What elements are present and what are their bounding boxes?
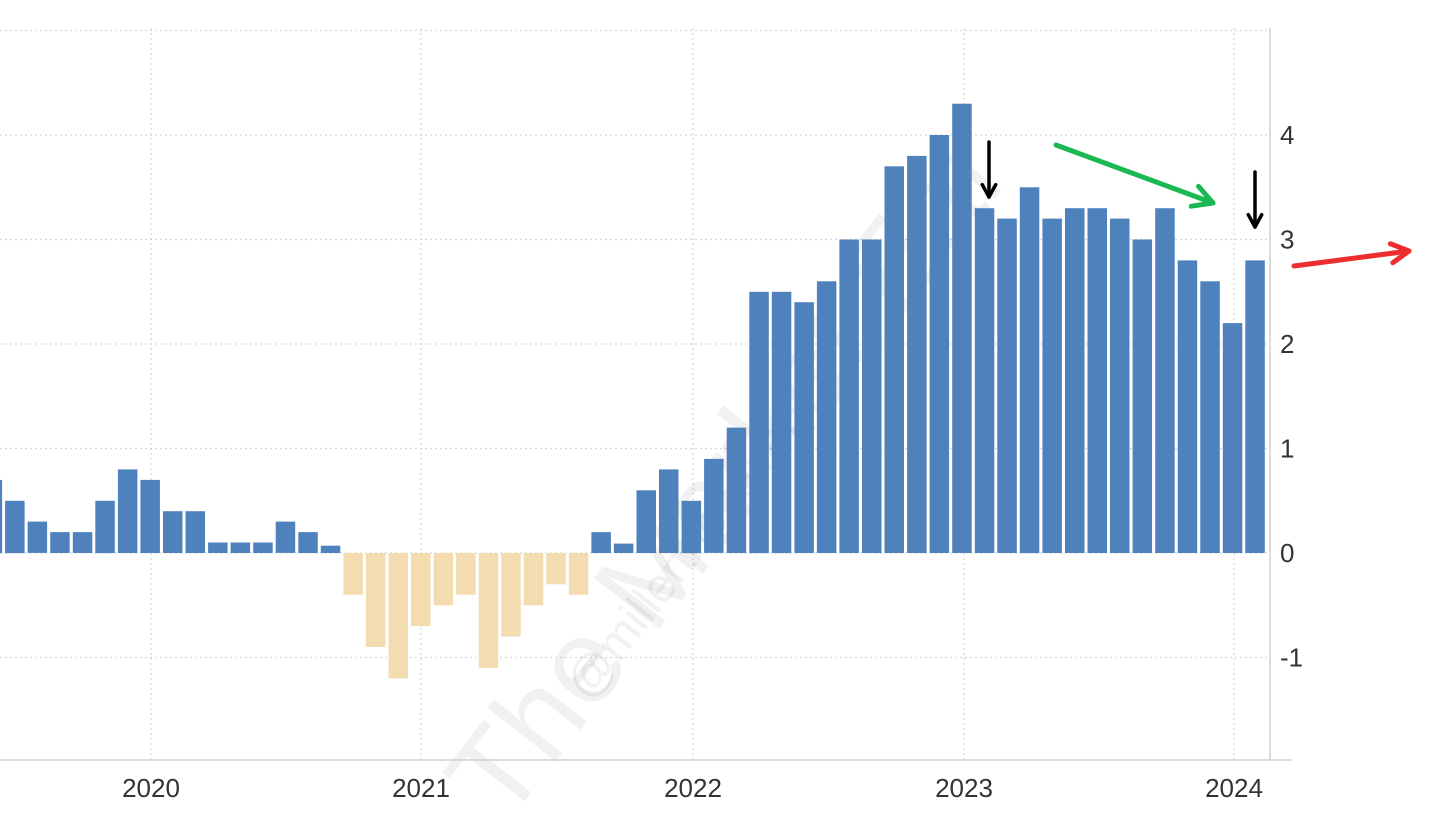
- green-trend-arrow-shaft: [1053, 142, 1216, 206]
- bar: [704, 458, 724, 553]
- y-tick-label: 2: [1280, 329, 1294, 359]
- bar: [5, 500, 25, 554]
- bar: [230, 542, 251, 553]
- bar: [1200, 281, 1220, 553]
- bar: [208, 542, 228, 553]
- bar: [546, 553, 566, 585]
- bar: [343, 553, 363, 595]
- bar: [771, 291, 792, 554]
- red-forward-arrow-head: [1387, 241, 1412, 266]
- bar: [839, 239, 859, 553]
- bar: [1019, 187, 1040, 554]
- x-tick-label: 2023: [935, 773, 993, 803]
- bar: [320, 545, 341, 553]
- bar: [1222, 323, 1243, 553]
- down-arrow-2024-head: [1246, 212, 1264, 229]
- down-arrow-2024: [1246, 170, 1264, 229]
- bar: [411, 553, 431, 627]
- bar: [794, 302, 814, 553]
- bar: [95, 500, 115, 554]
- bar: [365, 553, 386, 647]
- bar: [0, 479, 3, 553]
- bar: [591, 532, 611, 553]
- bar: [749, 291, 769, 554]
- bar: [1087, 208, 1107, 553]
- bar: [907, 155, 927, 553]
- bar: [523, 553, 544, 606]
- bar: [388, 553, 408, 679]
- y-tick-label: 4: [1280, 120, 1294, 150]
- annotations: [980, 140, 1412, 269]
- bar: [253, 542, 273, 553]
- bar: [140, 479, 160, 553]
- bar: [72, 532, 93, 553]
- bar: [681, 500, 702, 554]
- axes: -1 0 1 2 3 4 2020 2021 2022 2023 2024: [0, 28, 1303, 803]
- bar: [185, 511, 205, 553]
- down-arrow-2023-head: [980, 182, 998, 199]
- bar: [636, 490, 656, 553]
- bar: [659, 469, 679, 553]
- bar: [568, 553, 589, 595]
- bar: [433, 553, 454, 606]
- bar: [1155, 208, 1175, 553]
- bar: [1110, 218, 1130, 553]
- y-tick-label: 1: [1280, 434, 1294, 464]
- bar: [27, 521, 48, 553]
- bar: [816, 281, 837, 553]
- down-arrow-2023: [980, 140, 998, 199]
- bar: [1177, 260, 1198, 553]
- x-tick-label: 2024: [1205, 773, 1263, 803]
- red-forward-arrow-shaft: [1291, 248, 1412, 269]
- bar: [478, 553, 499, 668]
- bar: [862, 239, 882, 553]
- bar: [501, 553, 521, 637]
- bar: [974, 208, 995, 553]
- x-tick-label: 2020: [122, 773, 180, 803]
- bar: [1065, 208, 1085, 553]
- bar: [884, 166, 904, 554]
- bar: [726, 427, 747, 553]
- bar: [929, 135, 950, 553]
- bar: [456, 553, 476, 595]
- y-tick-label: 0: [1280, 538, 1294, 568]
- y-tick-label: 3: [1280, 225, 1294, 255]
- bar: [298, 532, 318, 553]
- bar: [117, 469, 138, 553]
- green-trend-arrow: [1053, 142, 1216, 209]
- bar: [997, 218, 1017, 553]
- bar: [1245, 260, 1265, 553]
- bars: [0, 103, 1265, 679]
- bar: [952, 103, 972, 553]
- red-forward-arrow: [1291, 241, 1412, 269]
- x-tick-label: 2022: [664, 773, 722, 803]
- y-tick-label: -1: [1280, 643, 1303, 673]
- bar: [1132, 239, 1153, 553]
- bar: [613, 543, 634, 553]
- bar: [1042, 218, 1062, 553]
- bar: [275, 521, 296, 553]
- bar: [50, 532, 70, 553]
- x-tick-label: 2021: [392, 773, 450, 803]
- bar: [163, 511, 183, 553]
- green-trend-arrow-head: [1188, 183, 1216, 209]
